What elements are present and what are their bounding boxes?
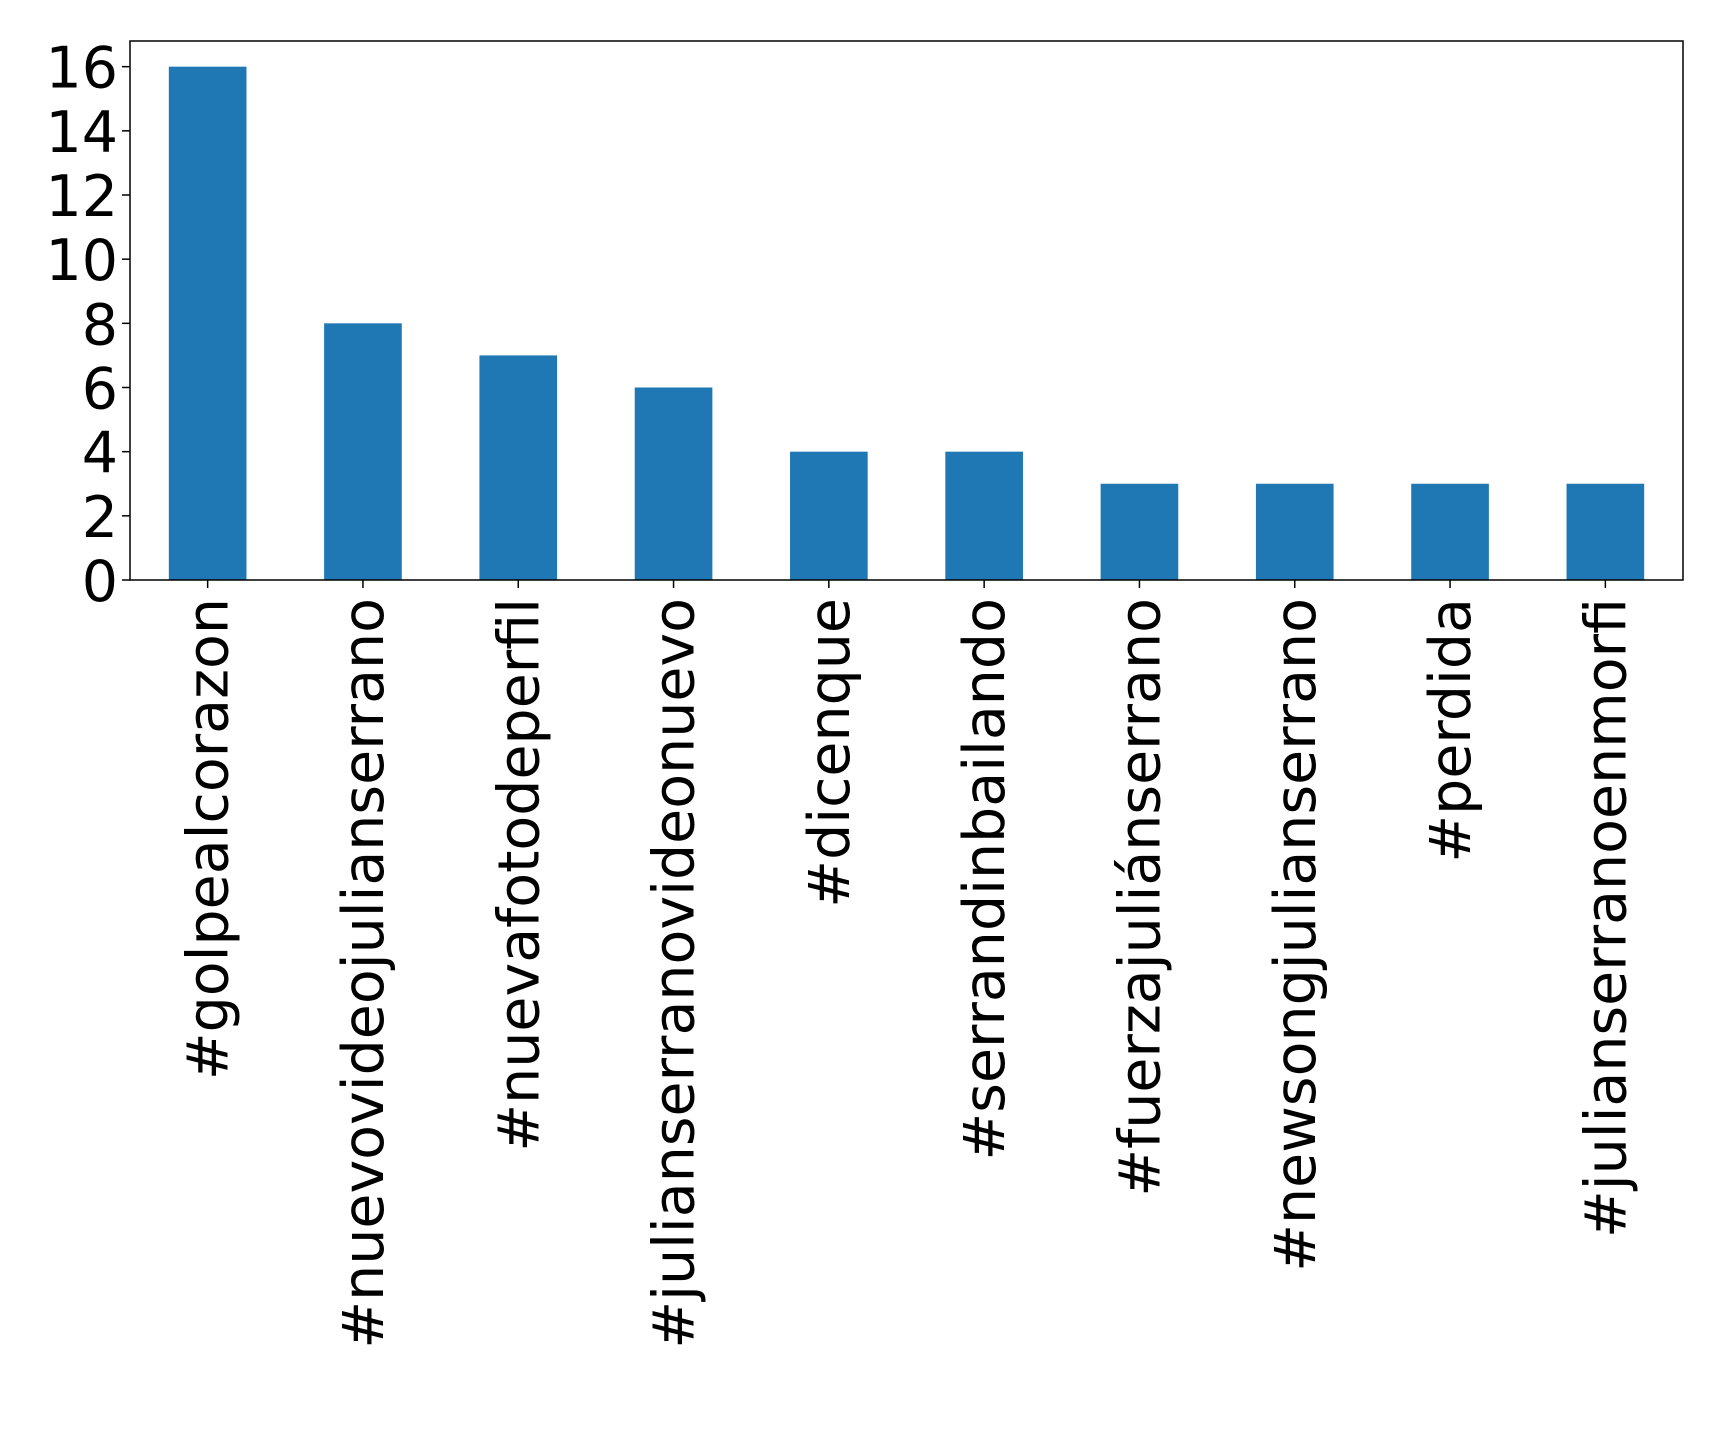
x-tick-label: #newsongjulianserrano — [1263, 598, 1329, 1272]
y-tick-label: 14 — [45, 100, 118, 166]
y-tick-label: 6 — [82, 357, 118, 423]
y-tick-label: 16 — [45, 36, 118, 102]
x-tick-label: #nuevafotodeperfil — [486, 598, 552, 1152]
bar — [1100, 483, 1179, 580]
bar — [479, 355, 558, 580]
plot-frame — [129, 40, 1684, 581]
y-tick-label: 2 — [82, 485, 118, 551]
x-tick-label: #serrandinbailando — [952, 598, 1018, 1161]
x-tick-label: #fuerzajuliánserrano — [1107, 598, 1173, 1197]
x-tick-label: #dicenque — [797, 598, 863, 908]
x-tick-label: #julianserranoenmorfi — [1573, 598, 1639, 1238]
x-tick-label: #julianserranovideonuevo — [642, 598, 708, 1349]
y-tick-label: 4 — [82, 421, 118, 487]
bar — [324, 323, 402, 580]
bars-group — [168, 66, 1645, 580]
bar — [1566, 483, 1645, 580]
bar — [945, 451, 1023, 580]
bar — [1411, 483, 1489, 580]
x-tick-label: #nuevovideojulianserrano — [331, 598, 397, 1349]
x-tick-label: #golpealcorazon — [176, 598, 242, 1080]
y-tick-label: 0 — [82, 549, 118, 615]
x-axis: #golpealcorazon #nuevovideojulianserrano #… — [176, 580, 1639, 1349]
y-tick-label: 12 — [45, 164, 118, 230]
bar — [790, 451, 868, 580]
bar — [634, 387, 713, 580]
y-tick-label: 8 — [82, 292, 118, 358]
bar — [1255, 483, 1334, 580]
y-tick-label: 10 — [45, 228, 118, 294]
bar — [168, 66, 247, 580]
x-tick-label: #perdida — [1418, 598, 1484, 863]
